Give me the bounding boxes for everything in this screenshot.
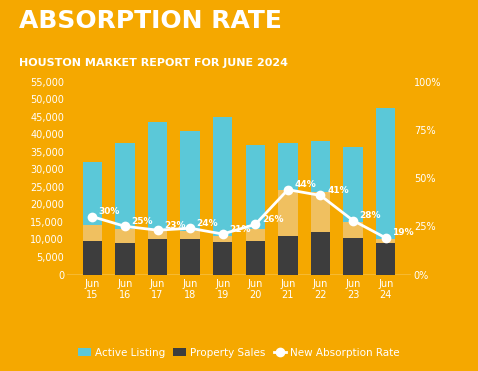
Bar (246, 145, 265, 275)
Bar (180, 231, 200, 275)
Text: 30%: 30% (99, 207, 120, 216)
Bar (83, 241, 102, 275)
Bar (311, 192, 330, 275)
Bar (213, 236, 232, 275)
Bar (278, 190, 298, 275)
Bar (376, 243, 395, 275)
Text: 19%: 19% (392, 229, 414, 237)
Bar (343, 238, 363, 275)
Text: 21%: 21% (229, 224, 251, 234)
Bar (115, 229, 135, 275)
Bar (213, 242, 232, 275)
Text: 23%: 23% (164, 221, 185, 230)
Bar (83, 226, 102, 275)
Text: 25%: 25% (131, 217, 153, 226)
Bar (148, 229, 167, 275)
Bar (311, 141, 330, 275)
Text: 26%: 26% (262, 215, 283, 224)
Bar (343, 147, 363, 275)
Text: HOUSTON MARKET REPORT FOR JUNE 2024: HOUSTON MARKET REPORT FOR JUNE 2024 (19, 58, 288, 68)
Bar (148, 239, 167, 275)
Text: 44%: 44% (295, 180, 317, 189)
Bar (343, 222, 363, 275)
Bar (180, 239, 200, 275)
Text: ABSORPTION RATE: ABSORPTION RATE (19, 9, 282, 33)
Text: 41%: 41% (327, 186, 349, 195)
Bar (213, 117, 232, 275)
Bar (246, 229, 265, 275)
Text: 24%: 24% (196, 219, 218, 228)
Bar (83, 162, 102, 275)
Bar (246, 241, 265, 275)
Bar (311, 233, 330, 275)
Text: 28%: 28% (359, 211, 381, 220)
Bar (115, 143, 135, 275)
Bar (180, 131, 200, 275)
Bar (376, 239, 395, 275)
Bar (376, 108, 395, 275)
Bar (148, 122, 167, 275)
Bar (115, 243, 135, 275)
Bar (278, 236, 298, 275)
Bar (278, 143, 298, 275)
Legend: Active Listing, Property Sales, New Absorption Rate: Active Listing, Property Sales, New Abso… (74, 344, 404, 362)
